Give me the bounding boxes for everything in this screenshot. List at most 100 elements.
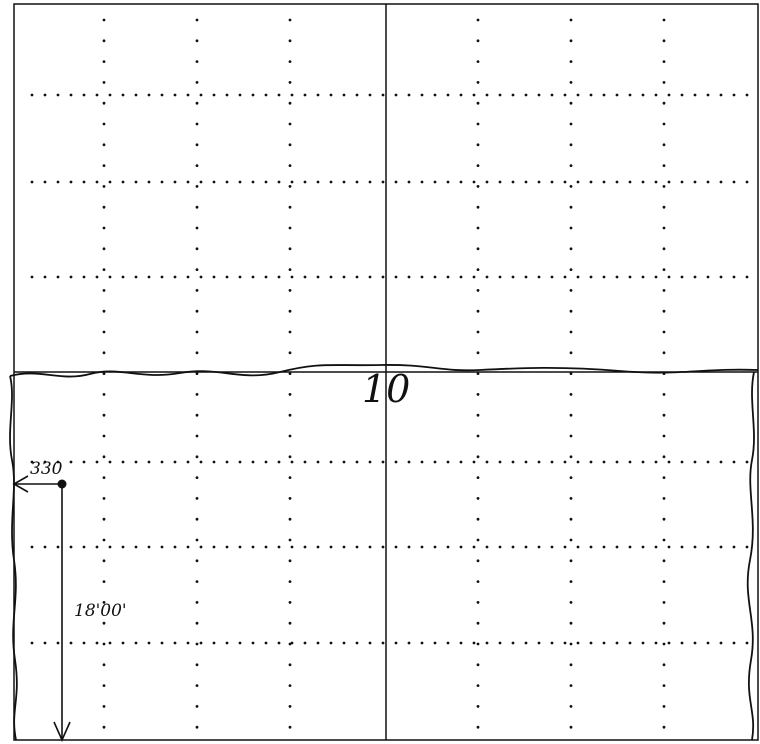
grid-dot — [476, 330, 480, 334]
grid-dot — [195, 517, 199, 521]
grid-dot — [264, 545, 268, 549]
left-arrow-head — [12, 475, 29, 493]
grid-dot — [693, 275, 697, 279]
grid-dot — [102, 538, 106, 542]
grid-dot — [288, 476, 292, 479]
grid-dot — [108, 460, 112, 464]
grid-dot — [498, 460, 502, 464]
grid-dot — [745, 180, 749, 184]
grid-dot — [589, 275, 593, 279]
grid-dot — [569, 185, 573, 188]
grid-dot — [43, 460, 47, 464]
grid-dot — [102, 601, 106, 604]
grid-dot — [43, 545, 47, 549]
grid-dot — [476, 101, 480, 105]
grid-dot — [30, 545, 34, 549]
grid-dot — [693, 641, 697, 645]
grid-dot — [121, 93, 125, 97]
grid-dot — [472, 93, 476, 97]
grid-dot — [251, 460, 255, 464]
grid-dot — [355, 180, 359, 184]
grid-dot — [569, 476, 573, 479]
grid-dot — [511, 93, 515, 97]
grid-dot — [102, 372, 106, 375]
grid-dot — [407, 545, 411, 549]
grid-dot — [342, 93, 346, 97]
grid-dot — [472, 545, 476, 549]
grid-dot — [569, 205, 573, 209]
grid-dot — [102, 101, 106, 105]
grid-dot — [563, 641, 567, 645]
grid-dot — [238, 275, 242, 279]
grid-dot — [615, 545, 619, 549]
grid-dot — [288, 580, 292, 583]
grid-dot — [288, 725, 292, 729]
grid-dot — [569, 289, 573, 292]
grid-dot — [290, 275, 294, 279]
grid-dot — [745, 641, 749, 645]
grid-dot — [121, 545, 125, 549]
grid-dot — [394, 545, 398, 549]
grid-dot — [329, 545, 333, 549]
grid-dot — [173, 545, 177, 549]
grid-dot — [719, 641, 723, 645]
grid-dot — [485, 275, 489, 279]
grid-dot — [102, 434, 106, 438]
grid-dot — [745, 545, 749, 549]
grid-dot — [476, 205, 480, 209]
grid-dot — [394, 275, 398, 279]
grid-dot — [102, 247, 106, 251]
grid-dot — [173, 275, 177, 279]
grid-dot — [121, 641, 125, 645]
grid-dot — [195, 705, 199, 708]
grid-dot — [524, 460, 528, 464]
grid-dot — [342, 641, 346, 645]
grid-dot — [95, 641, 99, 645]
grid-dot — [662, 289, 666, 292]
grid-dot — [102, 81, 106, 84]
grid-dot — [732, 545, 736, 549]
grid-dot — [173, 641, 177, 645]
grid-dot — [569, 621, 573, 625]
grid-dot — [615, 180, 619, 184]
grid-dot — [680, 460, 684, 464]
grid-dot — [102, 309, 106, 313]
grid-dot — [288, 81, 292, 84]
grid-dot — [264, 641, 268, 645]
grid-dot — [102, 497, 106, 500]
grid-dot — [195, 393, 199, 396]
grid-dot — [511, 641, 515, 645]
grid-dot — [30, 93, 34, 97]
grid-dot — [719, 460, 723, 464]
grid-dot — [195, 226, 199, 230]
grid-dot — [569, 705, 573, 708]
grid-dot — [134, 180, 138, 184]
grid-dot — [654, 93, 658, 97]
grid-dot — [288, 122, 292, 126]
grid-dot — [662, 247, 666, 251]
down-arrow-head — [53, 721, 71, 742]
grid-dot — [680, 93, 684, 97]
grid-dot — [394, 641, 398, 645]
grid-dot — [693, 180, 697, 184]
grid-dot — [102, 122, 106, 126]
grid-dot — [288, 18, 292, 22]
grid-dot — [550, 180, 554, 184]
grid-dot — [43, 93, 47, 97]
grid-dot — [195, 101, 199, 105]
grid-dot — [569, 434, 573, 438]
grid-dot — [569, 309, 573, 313]
grid-dot — [563, 93, 567, 97]
grid-dot — [662, 18, 666, 22]
grid-dot — [459, 275, 463, 279]
grid-dot — [82, 93, 86, 97]
grid-dot — [719, 545, 723, 549]
grid-dot — [569, 580, 573, 583]
grid-dot — [251, 545, 255, 549]
grid-dot — [102, 143, 106, 147]
grid-dot — [569, 497, 573, 500]
grid-dot — [476, 372, 480, 375]
offset-distance-label: 330 — [30, 459, 63, 479]
grid-dot — [147, 93, 151, 97]
